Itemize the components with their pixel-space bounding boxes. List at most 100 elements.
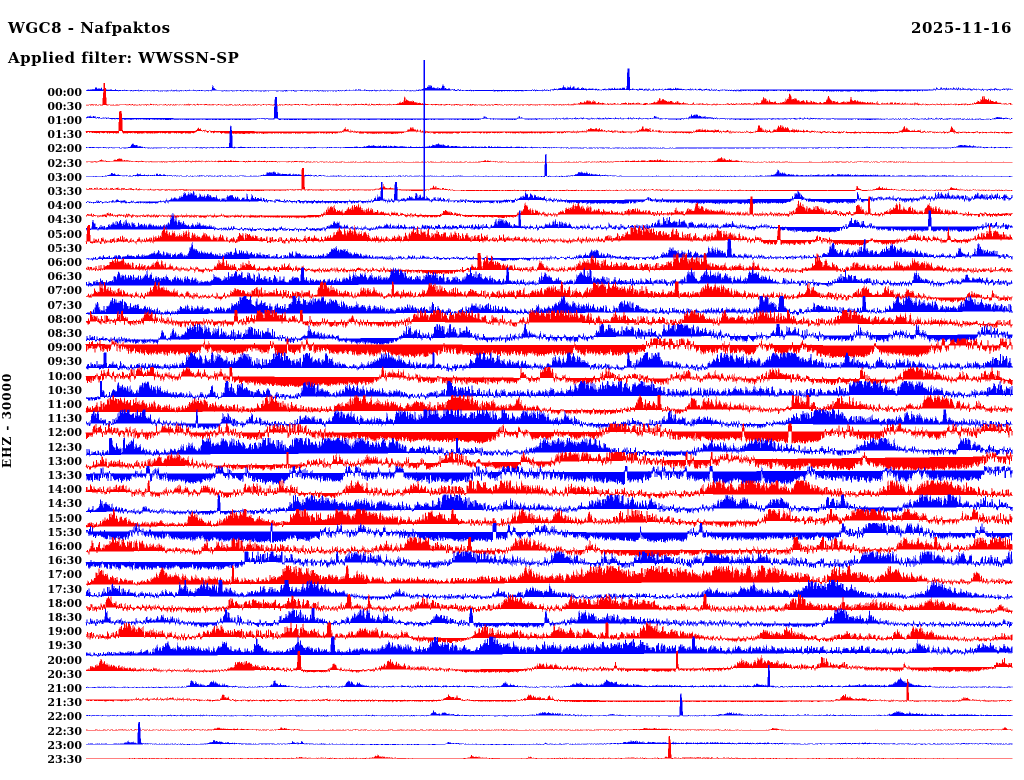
time-label: 00:30 xyxy=(47,99,82,113)
trace-row xyxy=(85,82,1013,107)
time-label: 07:00 xyxy=(47,284,82,298)
trace-row xyxy=(85,156,1013,163)
time-label: 20:30 xyxy=(47,667,82,681)
trace-row xyxy=(85,622,1013,644)
trace-row xyxy=(85,465,1013,486)
time-label: 06:00 xyxy=(47,255,82,269)
time-label: 09:00 xyxy=(47,341,82,355)
time-label: 12:00 xyxy=(47,426,82,440)
trace-row xyxy=(85,522,1013,544)
trace-row xyxy=(85,394,1013,416)
time-label: 11:00 xyxy=(47,397,82,411)
time-label: 16:30 xyxy=(47,554,82,568)
time-label: 21:30 xyxy=(47,696,82,710)
time-label: 08:30 xyxy=(47,326,82,340)
trace-row xyxy=(85,309,1013,329)
time-label: 19:30 xyxy=(47,639,82,653)
trace-row xyxy=(85,721,1013,745)
time-label: 16:00 xyxy=(47,539,82,553)
time-label: 00:00 xyxy=(47,85,82,99)
time-label: 23:30 xyxy=(47,752,82,766)
trace-row xyxy=(85,295,1013,317)
time-label: 14:00 xyxy=(47,483,82,497)
time-label: 09:30 xyxy=(47,355,82,369)
time-axis: 00:00 00:30 01:00 01:30 02:00 02:30 03:00 03:30… xyxy=(26,0,82,780)
trace-row xyxy=(85,337,1013,359)
page-title: WGC8 - Nafpaktos xyxy=(8,19,171,37)
trace-row xyxy=(85,564,1013,586)
time-label: 04:30 xyxy=(47,213,82,227)
trace-row xyxy=(85,593,1013,615)
time-label: 22:30 xyxy=(47,724,82,738)
trace-row xyxy=(85,437,1013,458)
trace-row xyxy=(85,351,1013,372)
time-label: 20:00 xyxy=(47,653,82,667)
time-label: 22:00 xyxy=(47,710,82,724)
trace-row xyxy=(85,324,1013,346)
time-label: 15:30 xyxy=(47,525,82,539)
trace-row xyxy=(85,537,1013,558)
trace-row xyxy=(85,153,1013,177)
time-label: 08:00 xyxy=(47,312,82,326)
trace-row xyxy=(85,96,1013,121)
trace-row xyxy=(85,196,1013,219)
trace-row xyxy=(85,508,1013,529)
trace-row xyxy=(85,238,1013,262)
trace-row xyxy=(85,422,1013,444)
time-label: 19:00 xyxy=(47,625,82,639)
trace-row xyxy=(85,727,1013,731)
time-label: 13:30 xyxy=(47,468,82,482)
trace-row xyxy=(85,408,1013,430)
trace-row xyxy=(85,679,1013,703)
time-label: 01:00 xyxy=(47,113,82,127)
time-label: 01:30 xyxy=(47,128,82,142)
trace-row xyxy=(85,451,1013,473)
time-label: 15:00 xyxy=(47,511,82,525)
trace-row xyxy=(85,366,1013,388)
trace-row xyxy=(85,210,1013,234)
trace-row xyxy=(85,693,1013,717)
time-label: 18:00 xyxy=(47,596,82,610)
time-label: 17:00 xyxy=(47,568,82,582)
trace-row xyxy=(85,664,1013,689)
trace-row xyxy=(85,281,1013,304)
time-label: 14:30 xyxy=(47,497,82,511)
time-label: 02:30 xyxy=(47,156,82,170)
trace-row xyxy=(85,124,1013,149)
time-label: 10:00 xyxy=(47,369,82,383)
time-label: 21:00 xyxy=(47,681,82,695)
time-label: 05:30 xyxy=(47,241,82,255)
time-label: 23:00 xyxy=(47,738,82,752)
time-label: 12:30 xyxy=(47,440,82,454)
trace-row xyxy=(85,224,1013,247)
time-label: 10:30 xyxy=(47,383,82,397)
time-label: 03:30 xyxy=(47,184,82,198)
trace-row xyxy=(85,111,1013,135)
time-label: 02:00 xyxy=(47,142,82,156)
trace-row xyxy=(85,252,1013,276)
trace-row xyxy=(85,550,1013,571)
time-label: 18:30 xyxy=(47,610,82,624)
trace-row xyxy=(85,380,1013,401)
time-label: 05:00 xyxy=(47,227,82,241)
trace-row xyxy=(85,579,1013,601)
time-label: 13:00 xyxy=(47,454,82,468)
trace-row xyxy=(85,182,1013,205)
trace-row xyxy=(85,650,1013,674)
date-label: 2025-11-16 xyxy=(911,19,1012,37)
trace-row xyxy=(85,608,1013,629)
trace-row xyxy=(85,267,1013,288)
trace-row xyxy=(86,735,1013,760)
trace-row xyxy=(85,636,1013,657)
time-label: 03:00 xyxy=(47,170,82,184)
time-label: 07:30 xyxy=(47,298,82,312)
time-label: 11:30 xyxy=(47,412,82,426)
time-label: 06:30 xyxy=(47,270,82,284)
trace-row xyxy=(85,479,1013,500)
filter-label: Applied filter: WWSSN-SP xyxy=(8,49,240,67)
time-label: 17:30 xyxy=(47,582,82,596)
time-label: 04:00 xyxy=(47,199,82,213)
